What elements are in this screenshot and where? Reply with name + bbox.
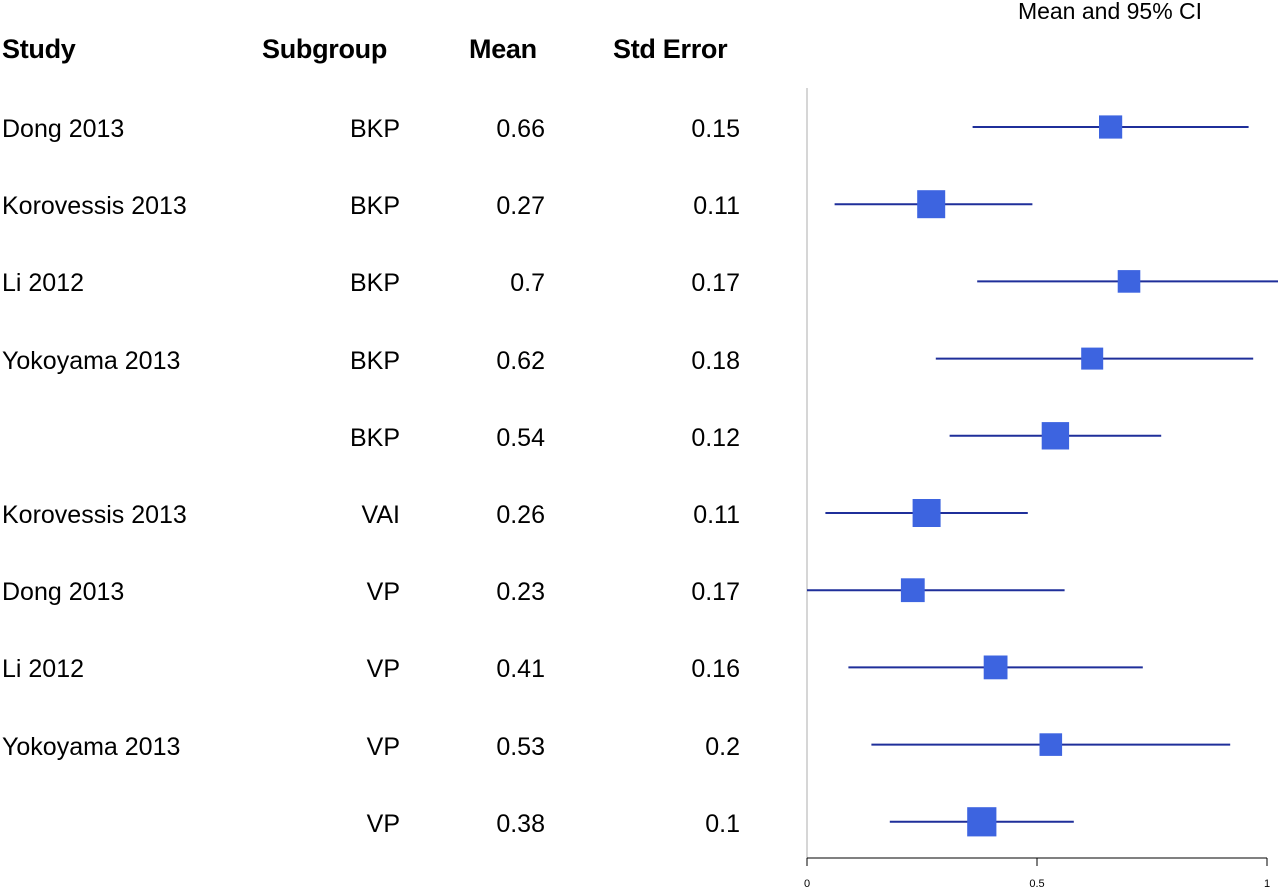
subgroup-cell: BKP xyxy=(349,115,400,143)
mean-marker xyxy=(912,499,941,527)
mean-cell: 0.62 xyxy=(496,347,545,375)
subgroup-cell: VP xyxy=(366,655,400,683)
mean-marker xyxy=(1081,347,1104,370)
subgroup-cell: VP xyxy=(366,578,400,606)
mean-marker xyxy=(900,578,925,603)
mean-cell: 0.38 xyxy=(496,810,545,838)
mean-marker xyxy=(917,190,946,219)
study-cell: Korovessis 2013 xyxy=(2,192,187,220)
study-cell: Yokoyama 2013 xyxy=(2,733,181,761)
header-mean: Mean xyxy=(469,34,537,64)
mean-marker xyxy=(983,655,1008,680)
mean-cell: 0.53 xyxy=(496,733,545,761)
mean-cell: 0.23 xyxy=(496,578,545,606)
mean-cell: 0.7 xyxy=(510,269,545,297)
std-error-cell: 0.1 xyxy=(705,810,740,838)
mean-cell: 0.26 xyxy=(496,501,545,529)
mean-marker xyxy=(1117,270,1141,293)
study-cell: Dong 2013 xyxy=(2,578,125,606)
header-study: Study xyxy=(2,34,76,64)
std-error-cell: 0.11 xyxy=(693,501,740,529)
x-tick-label: 0 xyxy=(804,878,810,889)
subgroup-cell: BKP xyxy=(349,269,400,297)
std-error-cell: 0.11 xyxy=(693,192,740,220)
header-subgroup: Subgroup xyxy=(262,34,388,64)
study-cell: Li 2012 xyxy=(2,655,85,683)
mean-marker xyxy=(967,807,997,837)
subgroup-cell: BKP xyxy=(349,424,400,452)
mean-cell: 0.54 xyxy=(496,424,545,452)
mean-cell: 0.41 xyxy=(496,655,545,683)
subgroup-cell: BKP xyxy=(349,347,400,375)
mean-marker xyxy=(1099,115,1123,139)
subgroup-cell: VAI xyxy=(361,501,400,529)
std-error-cell: 0.12 xyxy=(691,424,740,452)
subgroup-cell: VP xyxy=(366,733,400,761)
std-error-cell: 0.16 xyxy=(691,655,740,683)
std-error-cell: 0.15 xyxy=(691,115,740,143)
std-error-cell: 0.17 xyxy=(691,578,740,606)
header-std-error: Std Error xyxy=(613,34,728,64)
mean-cell: 0.66 xyxy=(496,115,545,143)
mean-cell: 0.27 xyxy=(496,192,545,220)
x-tick-label: 1 xyxy=(1264,878,1270,889)
study-cell: Li 2012 xyxy=(2,269,85,297)
study-cell: Yokoyama 2013 xyxy=(2,347,181,375)
x-tick-label: 0.5 xyxy=(1029,878,1044,889)
std-error-cell: 0.18 xyxy=(691,347,740,375)
mean-marker xyxy=(1041,422,1070,450)
study-cell: Dong 2013 xyxy=(2,115,125,143)
std-error-cell: 0.17 xyxy=(691,269,740,297)
plot-title: Mean and 95% CI xyxy=(1017,0,1203,24)
study-cell: Korovessis 2013 xyxy=(2,501,187,529)
subgroup-cell: BKP xyxy=(349,192,400,220)
std-error-cell: 0.2 xyxy=(705,733,740,761)
subgroup-cell: VP xyxy=(366,810,400,838)
mean-marker xyxy=(1039,733,1063,756)
